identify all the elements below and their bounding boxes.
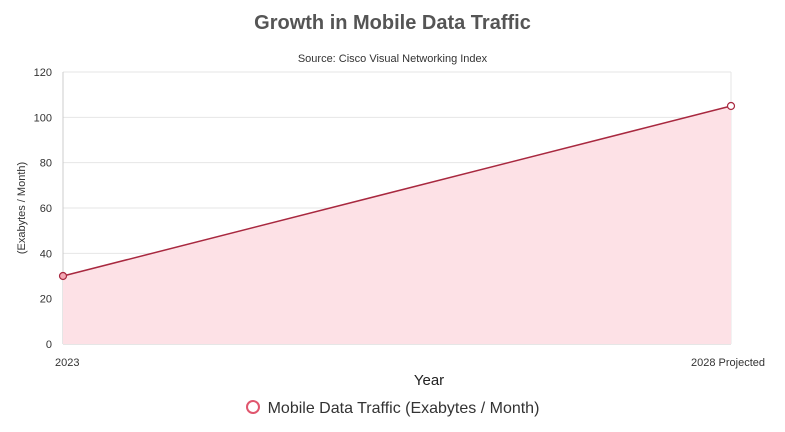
y-axis-title: (Exabytes / Month)	[16, 162, 28, 254]
y-tick-label: 100	[34, 112, 52, 124]
x-tick-label: 2023	[55, 357, 79, 369]
y-tick-label: 0	[46, 339, 52, 351]
data-point	[58, 271, 68, 281]
series-line	[62, 105, 732, 277]
legend[interactable]: Mobile Data Traffic (Exabytes / Month)	[0, 400, 785, 418]
data-point	[726, 101, 736, 111]
y-tick-label: 40	[40, 248, 52, 260]
y-tick-label: 80	[40, 158, 52, 170]
legend-label: Mobile Data Traffic (Exabytes / Month)	[267, 400, 540, 417]
legend-swatch-icon	[245, 400, 260, 414]
y-tick-label: 20	[40, 294, 52, 306]
x-tick-label: 2028 Projected	[691, 357, 765, 369]
chart-subtitle: Source: Cisco Visual Networking Index	[297, 53, 488, 65]
chart-title: Growth in Mobile Data Traffic	[254, 12, 531, 34]
series-area	[63, 106, 731, 344]
y-tick-label: 60	[40, 203, 52, 215]
y-tick-label: 120	[34, 67, 52, 79]
x-axis-title: Year	[414, 372, 444, 389]
